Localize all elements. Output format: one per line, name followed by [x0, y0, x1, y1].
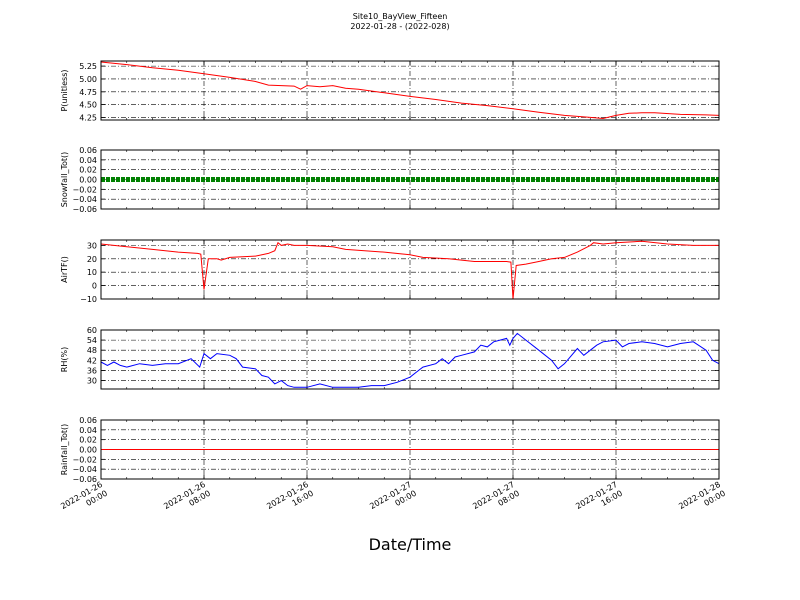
y-tick-label: 54	[87, 336, 97, 345]
y-tick-label: 0	[92, 282, 97, 291]
series-line-p	[100, 61, 720, 120]
panel-p: 4.25 4.50 4.75 5.00 5.25 P(unitless)	[60, 60, 720, 122]
plot-area	[101, 61, 719, 120]
axes-frame	[100, 419, 720, 480]
axes-frame	[100, 149, 720, 210]
y-tick-label: 30	[87, 241, 97, 250]
y-axis-label: Rainfall_Tot()	[60, 424, 69, 476]
y-axis-label: P(unitless)	[60, 69, 69, 111]
y-tick-label: 0.04	[79, 426, 97, 435]
y-tick-label: −0.02	[72, 455, 97, 464]
panel-rain: −0.06−0.04−0.020.000.020.040.06 Rainfall_…	[60, 416, 720, 484]
y-tick-label: 30	[87, 377, 97, 386]
panel-airt: −10 0 10 20 30 AirTF()	[60, 239, 720, 304]
y-tick-label: 0.00	[79, 176, 97, 185]
y-tick-label: 42	[87, 356, 97, 365]
series-line-rh	[100, 332, 720, 388]
y-tick-label: 4.25	[79, 113, 97, 122]
y-tick-label: −0.04	[72, 195, 97, 204]
axes-frame	[100, 329, 720, 390]
y-tick-label: 60	[87, 326, 97, 335]
series-line-airt	[100, 240, 719, 300]
y-tick-label: 4.50	[79, 101, 97, 110]
y-tick-label: 0.06	[79, 416, 97, 425]
y-tick-label: −0.06	[72, 205, 97, 214]
y-tick-label: 0.00	[79, 446, 97, 455]
y-tick-label: −0.04	[72, 465, 97, 474]
chart-title: Site10_BayView_Fifteen	[353, 12, 448, 21]
y-tick-label: 4.75	[79, 88, 97, 97]
axes-frame	[100, 60, 720, 121]
y-tick-label: 36	[87, 366, 97, 375]
y-tick-label: 0.06	[79, 146, 97, 155]
y-axis-label: Snowfall_Tot()	[60, 152, 69, 208]
panels: 4.254.504.755.005.25P(unitless)−0.06−0.0…	[60, 60, 720, 484]
y-tick-label: 5.25	[79, 62, 97, 71]
y-tick-label: −10	[80, 295, 97, 304]
y-tick-label: 20	[87, 255, 97, 264]
chart-subtitle: 2022-01-28 - (2022-028)	[350, 22, 449, 31]
x-axis-label: Date/Time	[369, 535, 452, 554]
y-axis-label: RH(%)	[60, 347, 69, 372]
y-tick-label: 0.02	[79, 436, 97, 445]
y-tick-label: −0.02	[72, 185, 97, 194]
y-axis-label: AirTF()	[60, 256, 69, 283]
y-tick-label: 5.00	[79, 75, 97, 84]
axes-frame	[100, 239, 720, 300]
y-tick-label: 0.04	[79, 156, 97, 165]
y-tick-label: 48	[87, 346, 97, 355]
y-tick-label: −0.06	[72, 475, 97, 484]
y-tick-label: 0.02	[79, 166, 97, 175]
y-tick-label: 10	[87, 268, 97, 277]
panel-snow: −0.06−0.04−0.020.000.020.040.06 Snowfall_…	[60, 146, 720, 214]
